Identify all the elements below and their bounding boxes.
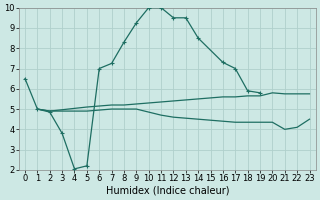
X-axis label: Humidex (Indice chaleur): Humidex (Indice chaleur) bbox=[106, 186, 229, 196]
